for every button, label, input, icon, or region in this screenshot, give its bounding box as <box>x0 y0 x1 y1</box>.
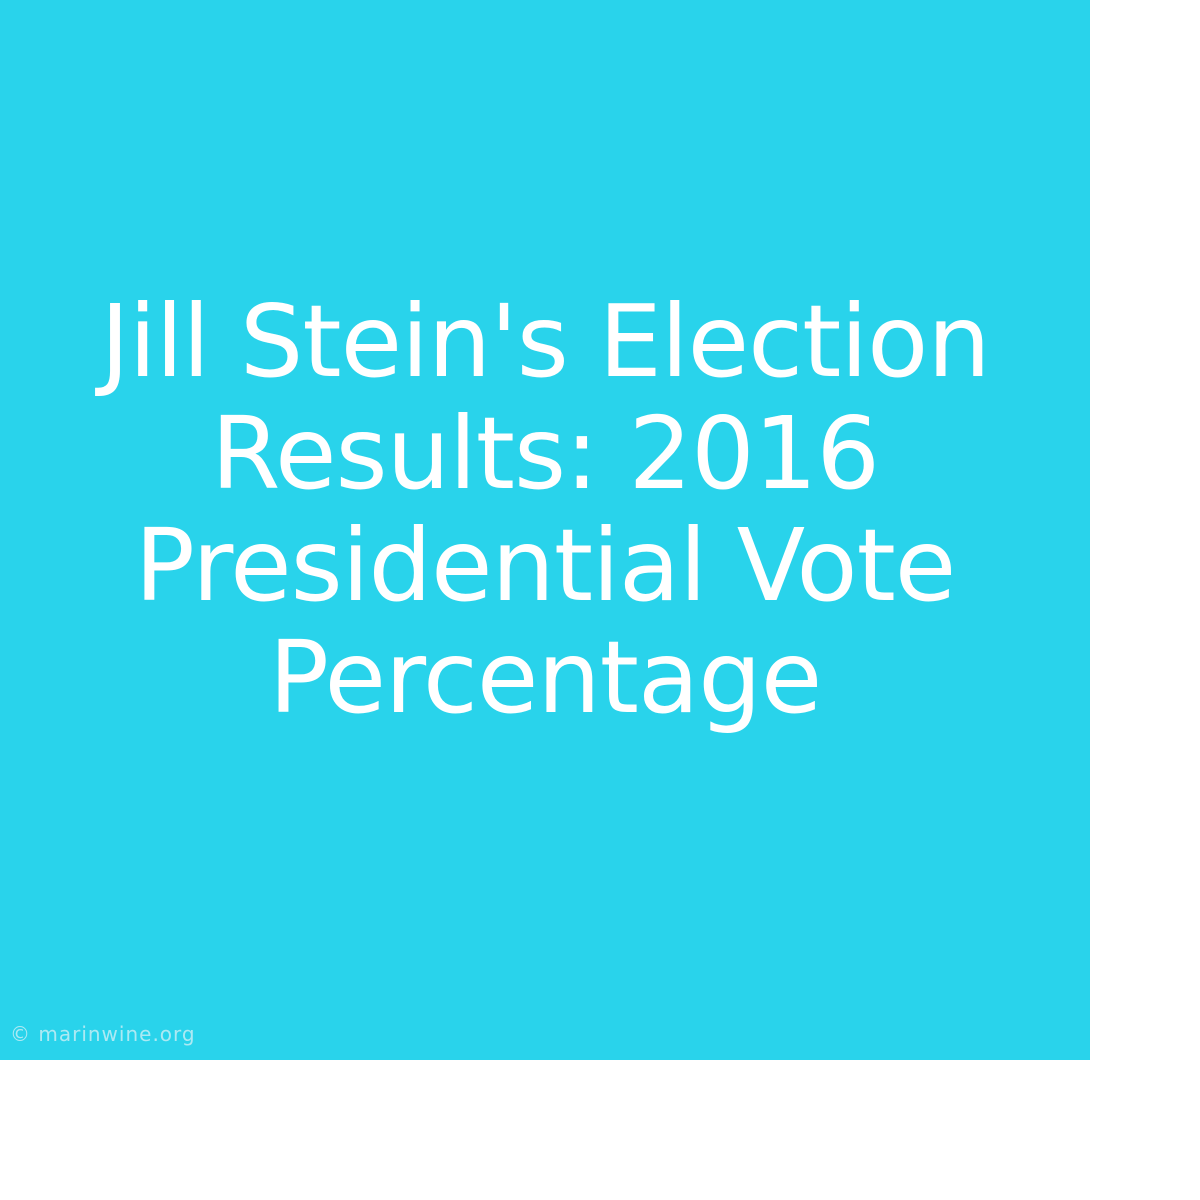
bottom-whitespace <box>0 1060 1090 1200</box>
headline-text: Jill Stein's Election Results: 2016 Pres… <box>0 286 1090 734</box>
attribution-text: © marinwine.org <box>10 1022 196 1046</box>
title-card: Jill Stein's Election Results: 2016 Pres… <box>0 0 1090 1060</box>
